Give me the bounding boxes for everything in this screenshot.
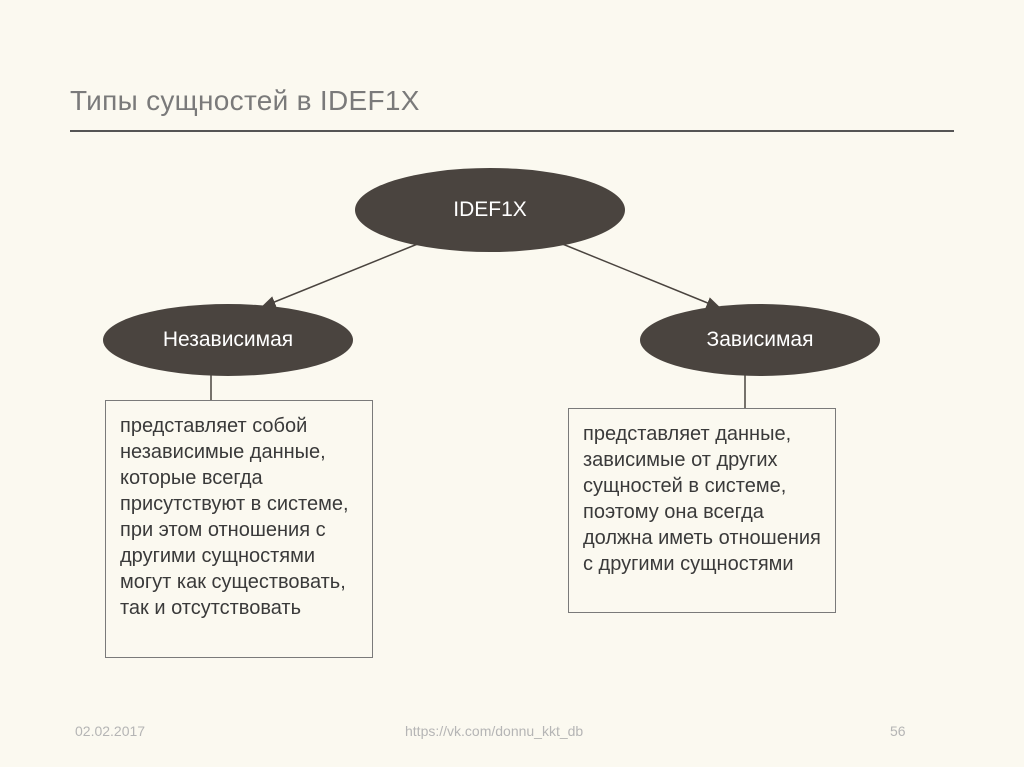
diagram-textbox-leftbox: представляет собой независимые данные, к…	[105, 400, 373, 658]
diagram-edge	[560, 243, 720, 308]
title-rule	[70, 130, 954, 132]
page-title: Типы сущностей в IDEF1X	[70, 85, 420, 117]
footer-url: https://vk.com/donnu_kkt_db	[405, 723, 583, 739]
diagram-node-right: Зависимая	[640, 304, 880, 376]
diagram-node-left: Независимая	[103, 304, 353, 376]
diagram-node-root: IDEF1X	[355, 168, 625, 252]
diagram-edge	[262, 243, 420, 307]
footer-page: 56	[890, 723, 906, 739]
diagram-textbox-rightbox: представляет данные, зависимые от других…	[568, 408, 836, 613]
footer-date: 02.02.2017	[75, 723, 145, 739]
